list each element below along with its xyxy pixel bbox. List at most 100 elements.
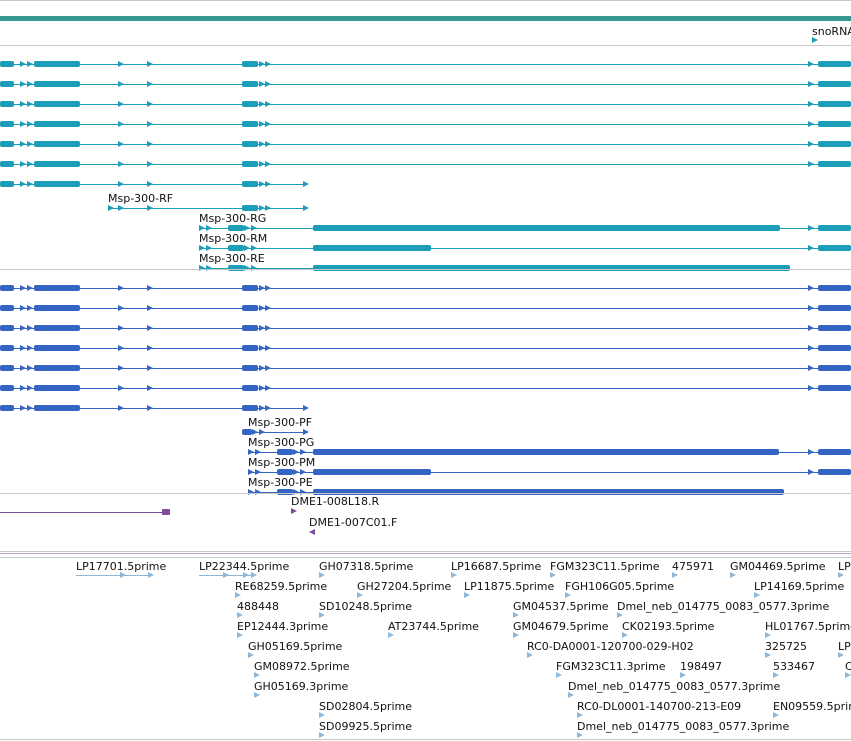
intron-line[interactable] bbox=[0, 348, 851, 349]
intron-line[interactable] bbox=[0, 184, 306, 185]
exon-block[interactable] bbox=[242, 121, 258, 127]
exon-block[interactable] bbox=[818, 469, 851, 475]
est-arrow[interactable] bbox=[577, 732, 583, 738]
est-label[interactable]: RC0-DA0001-120700-029-H02 bbox=[527, 640, 694, 653]
est-label[interactable]: RC0-DL0001-140700-213-E09 bbox=[577, 700, 742, 713]
exon-block[interactable] bbox=[34, 121, 80, 127]
exon-block[interactable] bbox=[0, 305, 14, 311]
est-label[interactable]: LP11875.5prime bbox=[464, 580, 555, 593]
exon-block[interactable] bbox=[313, 245, 431, 251]
exon-block[interactable] bbox=[34, 161, 80, 167]
est-label[interactable]: 533467 bbox=[773, 660, 815, 673]
est-label[interactable]: LP22344.5prime bbox=[199, 560, 290, 573]
est-label[interactable]: GM08972.5prime bbox=[254, 660, 350, 673]
est-arrow[interactable] bbox=[556, 672, 562, 678]
est-arrow[interactable] bbox=[319, 572, 325, 578]
exon-block[interactable] bbox=[313, 489, 784, 495]
exon-block[interactable] bbox=[228, 265, 244, 271]
est-arrow[interactable] bbox=[388, 632, 394, 638]
exon-block[interactable] bbox=[0, 181, 14, 187]
exon-block[interactable] bbox=[242, 141, 258, 147]
primer-line[interactable] bbox=[0, 512, 166, 513]
est-label[interactable]: GH27204.5prime bbox=[357, 580, 452, 593]
est-arrow[interactable] bbox=[464, 592, 470, 598]
exon-block[interactable] bbox=[0, 365, 14, 371]
est-arrow[interactable] bbox=[248, 652, 254, 658]
exon-block[interactable] bbox=[0, 101, 14, 107]
est-label[interactable]: Dmel_neb_014775_0083_0577.3prime bbox=[577, 720, 790, 733]
est-arrow[interactable] bbox=[730, 572, 736, 578]
intron-line[interactable] bbox=[0, 144, 851, 145]
est-arrow[interactable] bbox=[319, 612, 325, 618]
est-label[interactable]: FGM323C11.3prime bbox=[556, 660, 666, 673]
transcript-label[interactable]: Msp-300-PM bbox=[248, 456, 316, 469]
est-label[interactable]: LP bbox=[838, 560, 851, 573]
exon-block[interactable] bbox=[313, 225, 780, 231]
exon-block[interactable] bbox=[0, 61, 14, 67]
est-arrow[interactable] bbox=[254, 672, 260, 678]
est-arrow[interactable] bbox=[237, 632, 243, 638]
exon-block[interactable] bbox=[242, 285, 258, 291]
est-label[interactable]: Dmel_neb_014775_0083_0577.3prime bbox=[568, 680, 781, 693]
est-label[interactable]: GH05169.5prime bbox=[248, 640, 343, 653]
est-label[interactable]: LP17701.5prime bbox=[76, 560, 167, 573]
exon-block[interactable] bbox=[242, 405, 258, 411]
intron-line[interactable] bbox=[248, 472, 851, 473]
exon-block[interactable] bbox=[0, 141, 14, 147]
intron-line[interactable] bbox=[0, 164, 851, 165]
exon-block[interactable] bbox=[0, 325, 14, 331]
intron-line[interactable] bbox=[0, 124, 851, 125]
est-label[interactable]: 475971 bbox=[672, 560, 714, 573]
exon-block[interactable] bbox=[0, 405, 14, 411]
exon-block[interactable] bbox=[818, 245, 851, 251]
est-arrow[interactable] bbox=[550, 572, 556, 578]
est-label[interactable]: 198497 bbox=[680, 660, 722, 673]
est-label[interactable]: LP bbox=[838, 640, 851, 653]
primer-marker[interactable] bbox=[291, 508, 297, 514]
exon-block[interactable] bbox=[277, 449, 293, 455]
est-label[interactable]: 488448 bbox=[237, 600, 279, 613]
est-arrow[interactable] bbox=[357, 592, 363, 598]
exon-block[interactable] bbox=[313, 265, 790, 271]
est-label[interactable]: GH07318.5prime bbox=[319, 560, 414, 573]
est-arrow[interactable] bbox=[773, 672, 779, 678]
est-arrow[interactable] bbox=[617, 612, 623, 618]
est-arrow[interactable] bbox=[451, 572, 457, 578]
exon-block[interactable] bbox=[242, 161, 258, 167]
est-arrow[interactable] bbox=[513, 632, 519, 638]
exon-block[interactable] bbox=[818, 385, 851, 391]
exon-block[interactable] bbox=[34, 61, 80, 67]
exon-block[interactable] bbox=[242, 101, 258, 107]
est-arrow[interactable] bbox=[237, 612, 243, 618]
exon-block[interactable] bbox=[818, 101, 851, 107]
est-label[interactable]: LP16687.5prime bbox=[451, 560, 542, 573]
est-arrow[interactable] bbox=[622, 632, 628, 638]
exon-block[interactable] bbox=[818, 81, 851, 87]
exon-block[interactable] bbox=[818, 61, 851, 67]
exon-block[interactable] bbox=[818, 121, 851, 127]
est-arrow[interactable] bbox=[765, 652, 771, 658]
est-label[interactable]: GM04469.5prime bbox=[730, 560, 826, 573]
exon-block[interactable] bbox=[818, 305, 851, 311]
exon-block[interactable] bbox=[818, 365, 851, 371]
est-label[interactable]: Dmel_neb_014775_0083_0577.3prime bbox=[617, 600, 830, 613]
exon-block[interactable] bbox=[0, 81, 14, 87]
intron-line[interactable] bbox=[108, 208, 306, 209]
est-arrow[interactable] bbox=[672, 572, 678, 578]
exon-block[interactable] bbox=[242, 81, 258, 87]
exon-block[interactable] bbox=[242, 61, 258, 67]
est-arrow[interactable] bbox=[838, 572, 844, 578]
intron-line[interactable] bbox=[0, 368, 851, 369]
est-arrow[interactable] bbox=[527, 652, 533, 658]
est-arrow[interactable] bbox=[254, 692, 260, 698]
exon-block[interactable] bbox=[34, 325, 80, 331]
est-label[interactable]: GM04679.5prime bbox=[513, 620, 609, 633]
exon-block[interactable] bbox=[277, 469, 293, 475]
est-label[interactable]: EN09559.5prime bbox=[773, 700, 851, 713]
exon-block[interactable] bbox=[34, 405, 80, 411]
transcript-label[interactable]: Msp-300-PF bbox=[248, 416, 313, 429]
exon-block[interactable] bbox=[242, 345, 258, 351]
est-arrow[interactable] bbox=[565, 592, 571, 598]
exon-block[interactable] bbox=[818, 161, 851, 167]
exon-block[interactable] bbox=[0, 121, 14, 127]
